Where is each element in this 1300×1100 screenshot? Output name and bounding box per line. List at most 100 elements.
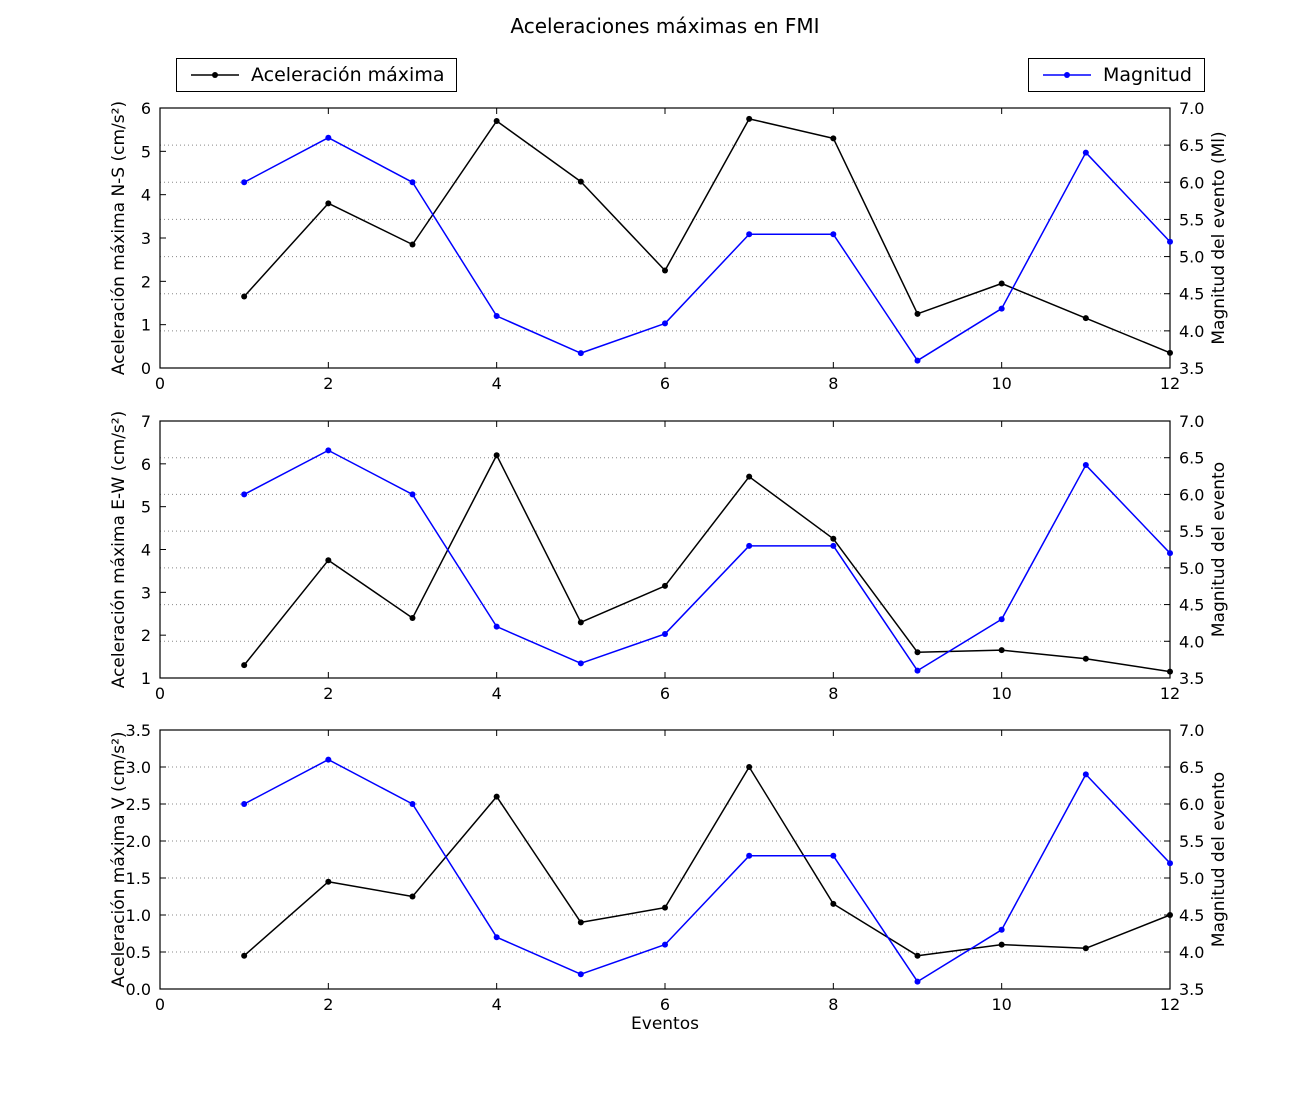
magnitude-marker bbox=[1082, 149, 1089, 156]
acceleration-marker bbox=[493, 452, 500, 459]
y-tick-label-right: 3.5 bbox=[1179, 980, 1204, 999]
acceleration-marker bbox=[914, 952, 921, 959]
magnitude-marker bbox=[998, 926, 1005, 933]
magnitude-marker bbox=[914, 978, 921, 985]
x-tick-label: 6 bbox=[660, 995, 670, 1014]
acceleration-marker bbox=[662, 267, 668, 274]
acceleration-marker bbox=[998, 941, 1005, 948]
magnitude-marker bbox=[1167, 238, 1173, 245]
y-tick-label-left: 0.0 bbox=[126, 980, 151, 999]
y-axis-title-left: Aceleración máxima E-W (cm/s²) bbox=[109, 411, 129, 689]
y-tick-label-left: 3.5 bbox=[126, 721, 151, 740]
y-tick-label-left: 1.5 bbox=[126, 869, 151, 888]
acceleration-line bbox=[243, 454, 1171, 673]
legend-magnitude-marker-icon bbox=[1064, 72, 1070, 78]
magnitude-marker bbox=[746, 852, 753, 859]
legend-acceleration[interactable]: Aceleración máxima bbox=[176, 58, 458, 92]
x-axis-title: Eventos bbox=[631, 1014, 699, 1034]
y-tick-label-left: 5 bbox=[141, 498, 151, 517]
magnitude-marker bbox=[662, 941, 668, 948]
x-tick-label: 12 bbox=[1160, 684, 1180, 703]
y-tick-label-left: 2 bbox=[141, 626, 151, 645]
magnitude-marker bbox=[998, 616, 1005, 623]
y-tick-label-left: 5 bbox=[141, 142, 151, 161]
acceleration-marker bbox=[1082, 655, 1089, 662]
magnitude-marker bbox=[409, 801, 416, 807]
x-tick-label: 10 bbox=[991, 374, 1011, 393]
y-tick-label-left: 3.0 bbox=[126, 758, 151, 777]
y-tick-label-right: 4.0 bbox=[1179, 322, 1204, 341]
acceleration-marker bbox=[830, 135, 837, 142]
acceleration-marker bbox=[325, 200, 332, 207]
y-tick-label-right: 7.0 bbox=[1179, 99, 1204, 118]
acceleration-marker bbox=[409, 241, 416, 248]
y-tick-label-right: 4.5 bbox=[1179, 285, 1204, 304]
acceleration-marker bbox=[325, 557, 332, 564]
y-tick-label-left: 4 bbox=[141, 541, 151, 560]
acceleration-marker bbox=[662, 904, 668, 911]
y-tick-label-right: 3.5 bbox=[1179, 669, 1204, 688]
y-tick-label-left: 7 bbox=[141, 412, 151, 431]
magnitude-marker bbox=[998, 305, 1005, 312]
y-tick-label-left: 1.0 bbox=[126, 906, 151, 925]
y-axis-title-right: Magnitud del evento bbox=[1209, 462, 1229, 637]
acceleration-marker bbox=[409, 615, 416, 622]
y-tick-label-right: 5.0 bbox=[1179, 248, 1204, 267]
x-tick-label: 12 bbox=[1160, 995, 1180, 1014]
subplot-ew: 0 2 4 6 8 10 1212345673.54.04.55.05.56.06.57.0… bbox=[109, 411, 1229, 703]
magnitude-marker bbox=[746, 542, 753, 549]
magnitude-marker bbox=[241, 179, 248, 186]
y-tick-label-right: 4.5 bbox=[1179, 596, 1204, 615]
magnitude-marker bbox=[325, 756, 332, 763]
y-tick-label-left: 6 bbox=[141, 99, 151, 118]
acceleration-marker bbox=[746, 115, 753, 122]
y-tick-label-right: 6.0 bbox=[1179, 173, 1204, 192]
x-tick-label: 8 bbox=[828, 374, 838, 393]
y-tick-label-left: 2.5 bbox=[126, 795, 151, 814]
magnitude-marker bbox=[577, 350, 584, 357]
chart-title: Aceleraciones máximas en FMI bbox=[510, 14, 820, 38]
acceleration-marker bbox=[1167, 912, 1173, 918]
acceleration-marker bbox=[493, 118, 500, 124]
x-tick-label: 8 bbox=[828, 684, 838, 703]
acceleration-marker bbox=[577, 178, 584, 185]
y-tick-label-left: 0 bbox=[141, 359, 151, 378]
acceleration-line bbox=[243, 766, 1171, 957]
acceleration-marker bbox=[830, 535, 837, 542]
y-tick-label-left: 3 bbox=[141, 229, 151, 248]
acceleration-marker bbox=[577, 619, 584, 626]
magnitude-marker bbox=[325, 447, 332, 454]
x-tick-label: 0 bbox=[155, 684, 165, 703]
y-tick-label-left: 0.5 bbox=[126, 943, 151, 962]
x-tick-label: 4 bbox=[492, 995, 502, 1014]
magnitude-marker bbox=[493, 623, 500, 630]
magnitude-marker bbox=[1082, 462, 1089, 469]
magnitude-marker bbox=[662, 630, 668, 637]
acceleration-marker bbox=[241, 293, 248, 300]
magnitude-marker bbox=[577, 971, 584, 978]
x-tick-label: 8 bbox=[828, 995, 838, 1014]
y-axis-title-right: Magnitud del evento (Ml) bbox=[1209, 131, 1229, 344]
y-tick-label-right: 5.0 bbox=[1179, 869, 1204, 888]
legend-magnitude[interactable]: Magnitud bbox=[1028, 58, 1205, 92]
y-tick-label-left: 1 bbox=[141, 316, 151, 335]
magnitude-marker bbox=[409, 179, 416, 186]
acceleration-marker bbox=[662, 582, 668, 589]
subplot-ns: 0 2 4 6 8 10 1201234563.54.04.55.05.56.06.57.0… bbox=[109, 99, 1229, 393]
acceleration-marker bbox=[409, 893, 416, 900]
acceleration-marker bbox=[914, 649, 921, 656]
x-tick-label: 6 bbox=[660, 684, 670, 703]
acceleration-marker bbox=[1167, 349, 1173, 356]
acceleration-marker bbox=[1082, 945, 1089, 952]
y-tick-label-right: 5.5 bbox=[1179, 522, 1204, 541]
y-tick-label-right: 5.0 bbox=[1179, 559, 1204, 578]
y-tick-label-right: 7.0 bbox=[1179, 412, 1204, 431]
magnitude-marker bbox=[1082, 771, 1089, 778]
y-tick-label-left: 2.0 bbox=[126, 832, 151, 851]
magnitude-marker bbox=[662, 320, 668, 327]
x-tick-label: 2 bbox=[323, 684, 333, 703]
y-tick-label-right: 5.5 bbox=[1179, 832, 1204, 851]
acceleration-marker bbox=[577, 919, 584, 926]
y-axis-title-right: Magnitud del evento bbox=[1209, 772, 1229, 947]
